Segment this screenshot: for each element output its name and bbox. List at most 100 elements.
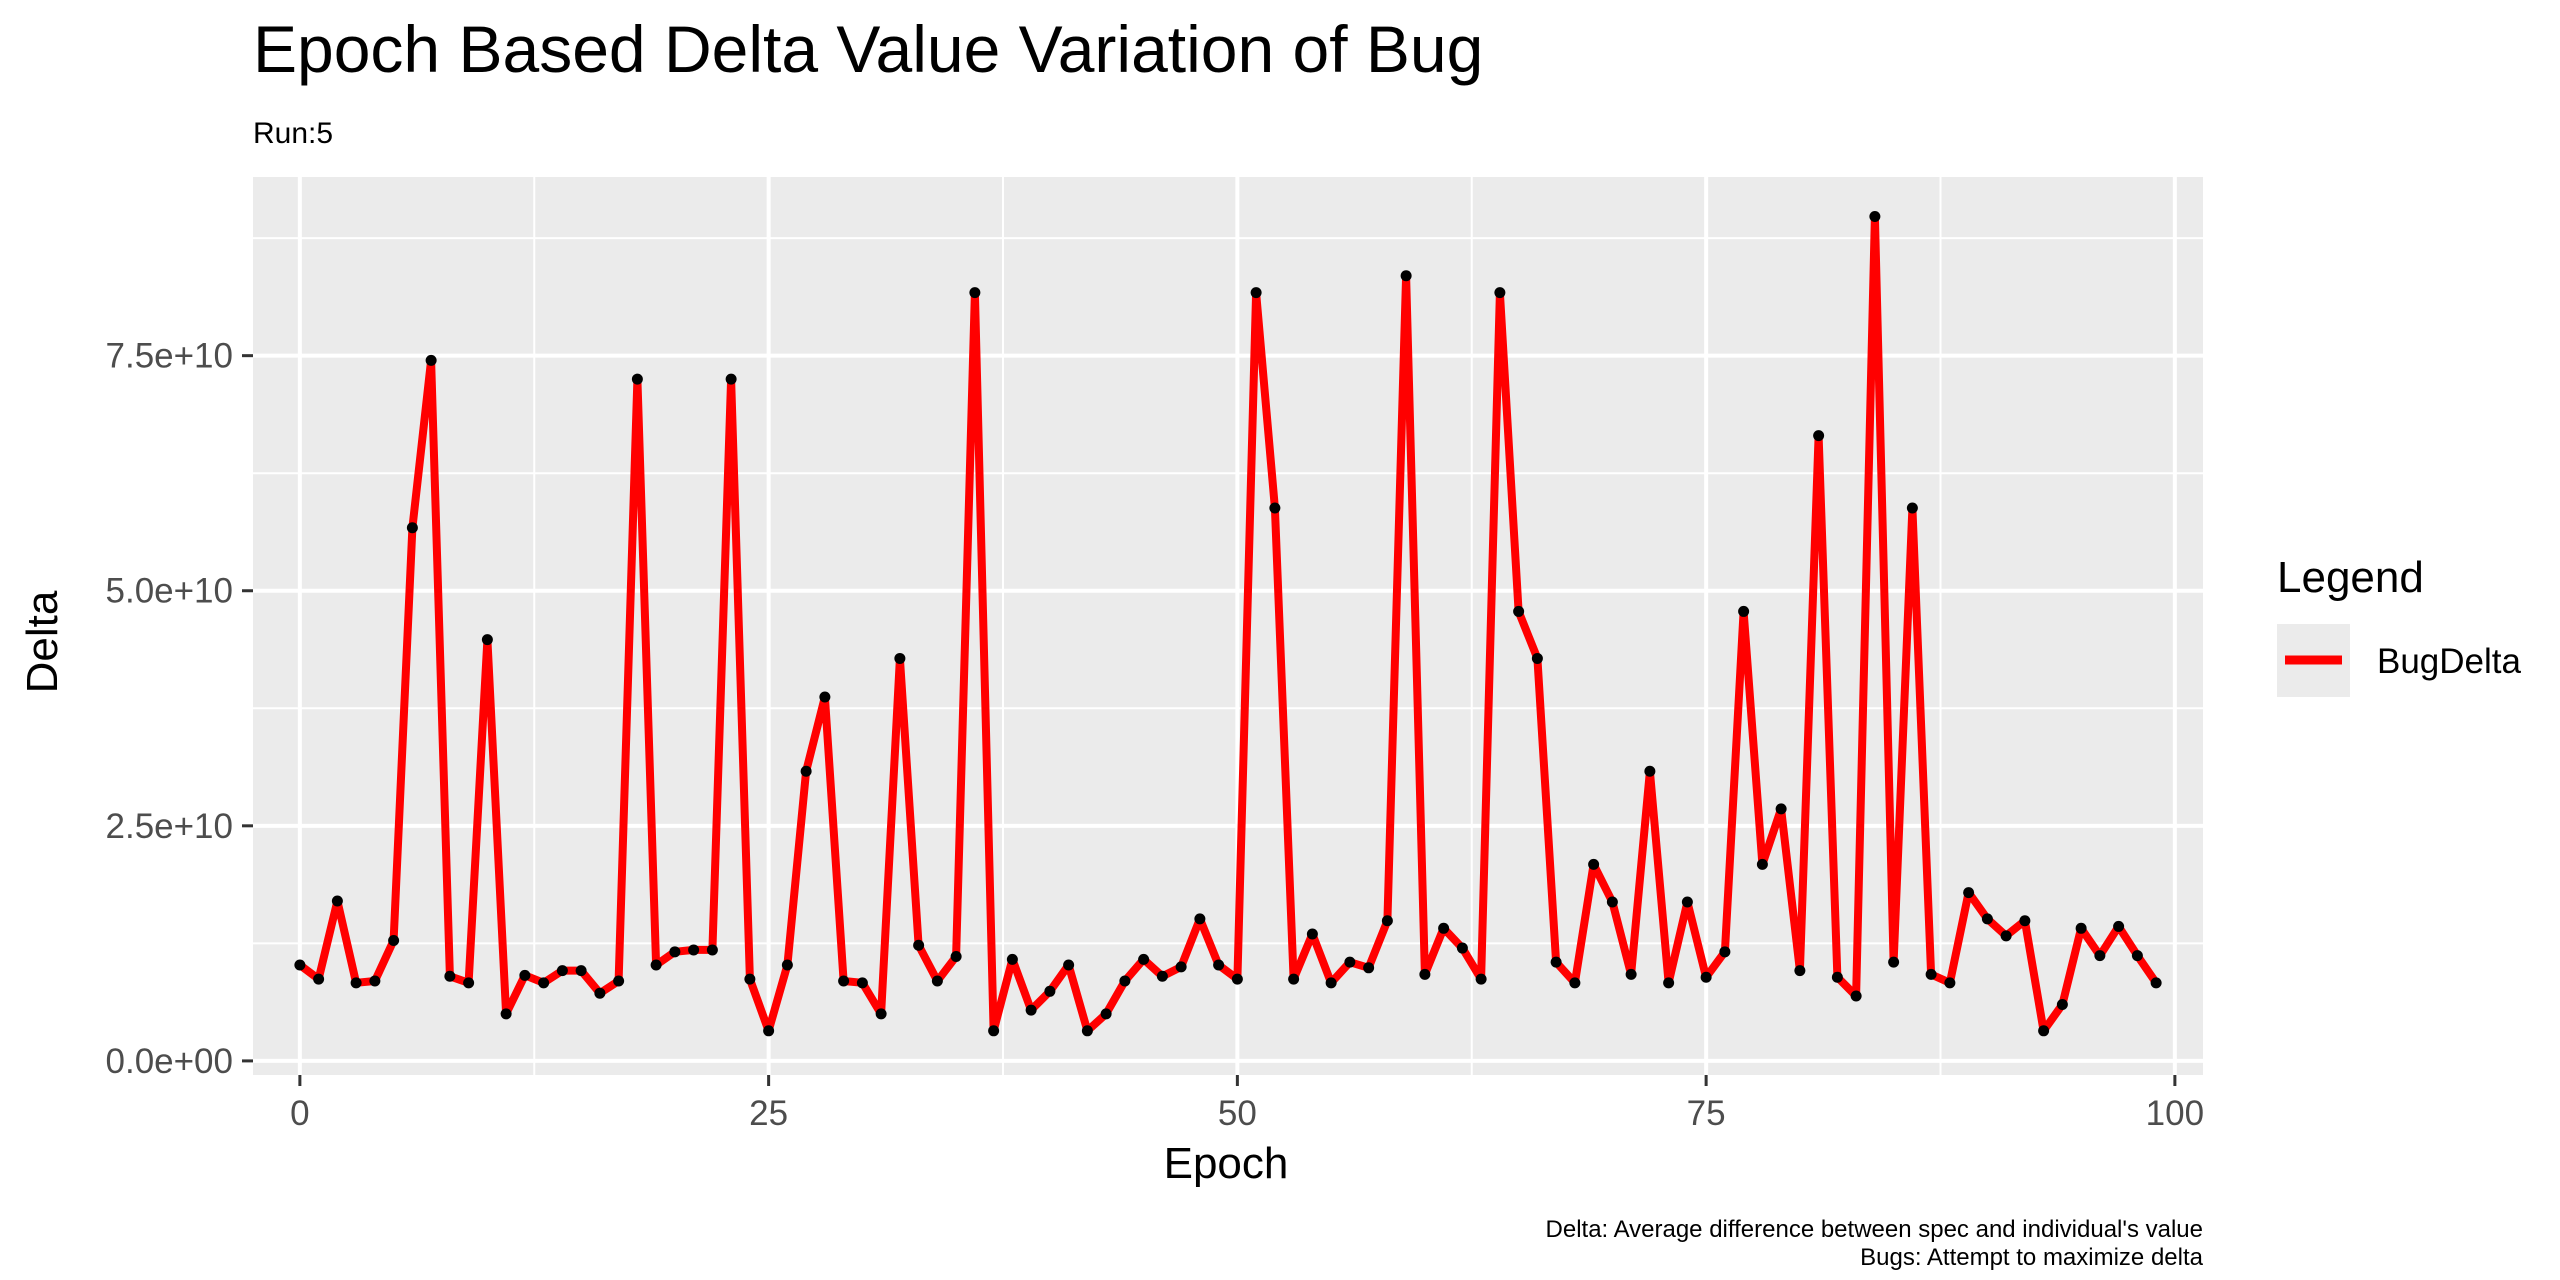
data-point (1344, 956, 1356, 968)
chart-subtitle: Run:5 (253, 117, 333, 150)
data-point (2150, 977, 2162, 989)
x-tick-label: 50 (1218, 1094, 1257, 1133)
y-axis-label: Delta (18, 590, 67, 693)
data-point (1681, 896, 1693, 908)
data-point (2075, 922, 2087, 934)
data-point (1231, 973, 1243, 985)
data-point (2000, 930, 2012, 942)
data-point (950, 951, 962, 963)
data-point (1944, 977, 1956, 989)
legend: Legend BugDelta (2277, 553, 2522, 697)
data-point (875, 1008, 887, 1020)
data-point (706, 944, 718, 956)
data-point (781, 959, 793, 971)
data-point (1044, 985, 1056, 997)
data-point (725, 373, 737, 385)
data-point (744, 973, 756, 985)
data-point (1663, 977, 1675, 989)
data-point (425, 354, 437, 366)
data-point (444, 970, 456, 982)
y-tick-label: 5.0e+10 (106, 572, 234, 611)
data-point (1775, 803, 1787, 815)
data-point (575, 965, 587, 977)
data-point (1381, 915, 1393, 927)
data-point (2113, 920, 2125, 932)
data-point (1606, 896, 1618, 908)
data-point (538, 977, 550, 989)
data-point (1438, 922, 1450, 934)
axes: 0 25 50 75 100 0.0e+00 2.5e+10 5.0e+10 7.5e+10 (106, 337, 2205, 1133)
x-axis-label: Epoch (1164, 1139, 1289, 1188)
data-point (463, 977, 475, 989)
legend-label-bugdelta: BugDelta (2377, 642, 2522, 681)
x-tick-label: 25 (749, 1094, 788, 1133)
data-point (1269, 502, 1281, 514)
data-point (1175, 961, 1187, 973)
data-point (1569, 977, 1581, 989)
data-point (1419, 968, 1431, 980)
legend-title: Legend (2277, 553, 2424, 602)
caption-line-2: Bugs: Attempt to maximize delta (1860, 1244, 2203, 1271)
data-point (594, 987, 606, 999)
caption-line-1: Delta: Average difference between spec a… (1546, 1216, 2203, 1243)
data-point (1719, 946, 1731, 958)
data-point (1850, 990, 1862, 1002)
data-point (1513, 605, 1525, 617)
data-point (1213, 959, 1225, 971)
chart-title: Epoch Based Delta Value Variation of Bug (253, 12, 1483, 86)
data-point (1888, 956, 1900, 968)
data-point (913, 939, 925, 951)
data-point (1400, 270, 1412, 282)
x-tick-label: 75 (1687, 1094, 1726, 1133)
data-point (519, 969, 531, 981)
data-point (988, 1025, 1000, 1037)
data-point (350, 977, 362, 989)
data-point (1194, 913, 1206, 925)
data-point (688, 944, 700, 956)
data-point (1738, 605, 1750, 617)
data-point (613, 975, 625, 987)
data-point (1081, 1025, 1093, 1037)
data-point (1288, 973, 1300, 985)
data-point (1156, 970, 1168, 982)
data-point (931, 975, 943, 987)
data-point (500, 1008, 512, 1020)
data-point (1063, 959, 1075, 971)
data-point (1006, 953, 1018, 965)
data-point (1475, 973, 1487, 985)
data-point (1981, 913, 1993, 925)
data-point (1906, 502, 1918, 514)
data-point (838, 975, 850, 987)
x-tick-label: 0 (290, 1094, 309, 1133)
data-point (1644, 765, 1656, 777)
data-point (1494, 287, 1506, 299)
data-point (481, 634, 493, 646)
data-point (1756, 858, 1768, 870)
data-point (1588, 858, 1600, 870)
y-tick-label: 0.0e+00 (106, 1042, 234, 1081)
data-point (1119, 975, 1131, 987)
data-point (294, 959, 306, 971)
data-point (1925, 968, 1937, 980)
data-point (969, 287, 981, 299)
data-point (1306, 928, 1318, 940)
data-point (1813, 430, 1825, 442)
data-point (1531, 652, 1543, 664)
data-point (388, 935, 400, 947)
data-point (1963, 887, 1975, 899)
x-tick-label: 100 (2146, 1094, 2204, 1133)
data-point (856, 977, 868, 989)
series-layer (295, 212, 2161, 1035)
data-point (1550, 956, 1562, 968)
data-point (1625, 968, 1637, 980)
data-point (2131, 950, 2143, 962)
data-point (669, 946, 681, 958)
data-point (2056, 998, 2068, 1010)
data-point (1100, 1008, 1112, 1020)
data-point (894, 652, 906, 664)
data-point (800, 765, 812, 777)
data-point (1794, 965, 1806, 977)
data-point (763, 1025, 775, 1037)
data-point (1325, 977, 1337, 989)
